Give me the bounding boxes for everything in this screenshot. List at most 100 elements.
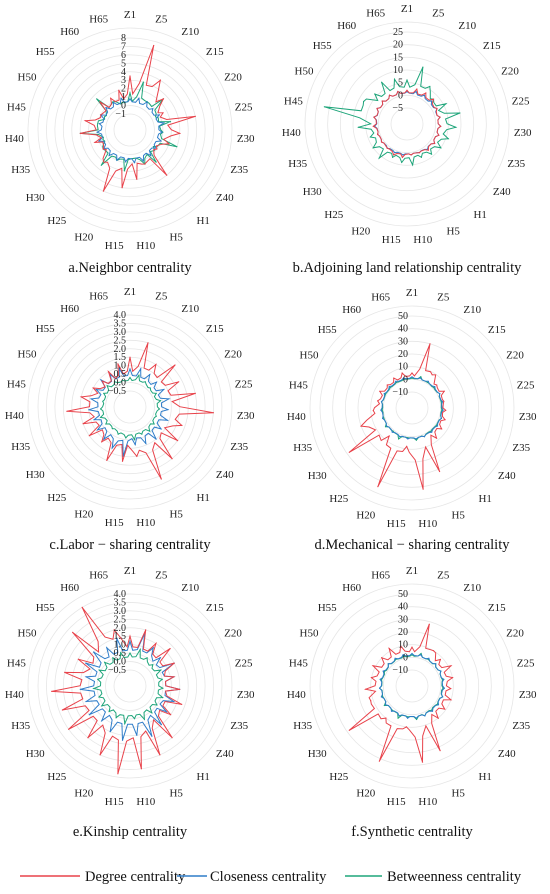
data-point [415,717,417,719]
data-point [403,655,405,657]
data-point [124,723,126,725]
data-point [386,147,388,149]
data-point [411,654,413,656]
data-point [427,380,429,382]
data-point [406,79,408,81]
data-point [107,371,110,373]
data-point [398,438,400,440]
radial-tick-label: 2.5 [114,335,127,346]
grid-ring [62,339,198,475]
data-point [431,431,433,433]
data-point [100,408,102,410]
grid-ring [357,631,467,741]
data-point [176,146,178,148]
category-label: H30 [308,748,327,760]
category-label: H65 [89,569,108,581]
category-label: Z1 [124,9,136,21]
data-point [391,431,393,433]
radial-tick-label: 3.5 [114,318,127,329]
data-point [98,140,100,142]
data-point [381,409,383,411]
grid-ring [54,54,206,206]
category-label: H45 [289,379,308,391]
data-point [388,647,390,650]
grid-ring-outer [309,583,515,789]
legend-closeness-label: Closeness centrality [210,869,327,885]
radial-tick-label: 0.5 [114,369,127,380]
category-label: Z15 [488,324,506,336]
radial-tick-label: 4.0 [114,589,127,600]
data-point [429,85,431,88]
category-label: H10 [136,796,155,808]
grid-ring [46,602,214,770]
data-point [383,704,385,707]
category-label: Z25 [235,101,253,113]
radial-tick-label: 10 [393,65,403,76]
category-label: H25 [324,209,343,221]
radial-tick-label: 6 [121,50,126,61]
grid-ring-outer [304,21,510,227]
data-point [401,156,403,158]
data-point [129,652,131,654]
data-point [386,384,388,386]
radial-tick-label: −1 [115,109,126,120]
data-point [82,423,84,425]
data-point [442,696,444,698]
data-point [133,157,135,159]
radial-tick-label: 15 [393,52,403,63]
data-point [212,412,214,414]
data-point [372,147,374,149]
grid-ring [88,644,172,728]
category-label: Z1 [124,565,136,577]
radial-tick-label: −10 [392,665,408,676]
data-point [129,98,131,100]
data-point [431,710,434,712]
category-label: Z20 [506,628,524,640]
data-point [92,387,94,389]
data-point [382,670,384,672]
data-point [435,424,438,426]
data-point [170,714,172,716]
series-betweenness-centrality [92,647,164,726]
data-point [141,433,143,435]
data-point [369,136,371,138]
radial-tick-label: 1.0 [114,361,127,372]
data-point [407,717,409,719]
data-point [144,381,146,383]
data-point [428,657,430,659]
data-point [79,688,81,691]
data-point [160,428,162,430]
data-point [147,342,149,344]
grid-ring [46,323,214,491]
category-label: Z15 [206,323,224,335]
data-point [81,606,83,609]
data-point [420,652,422,655]
category-label: H25 [47,492,66,504]
grid-ring [319,593,505,779]
radial-tick-label: 3 [121,75,126,86]
data-point [411,377,413,379]
series-betweenness-centrality [99,374,162,441]
radial-tick-label: 1.5 [114,631,127,642]
radial-tick-label: 4 [121,67,126,78]
category-label: Z1 [406,565,418,577]
category-label: H10 [418,796,437,808]
radial-tick-label: 40 [398,602,408,613]
radial-tick-label: 0.0 [114,657,127,668]
data-point [138,374,140,376]
data-point [395,381,397,383]
data-point [380,401,383,403]
data-point [443,678,445,681]
data-point [101,380,103,382]
data-point [162,98,164,100]
data-point [357,126,359,128]
data-point [96,131,98,133]
data-point [79,132,81,134]
data-point [160,724,162,726]
radial-tick-label: 2 [121,84,126,95]
data-point [395,658,397,660]
category-label: H30 [308,470,327,482]
category-label: Z20 [224,72,242,84]
category-label: Z30 [519,411,537,423]
data-point [419,377,421,379]
